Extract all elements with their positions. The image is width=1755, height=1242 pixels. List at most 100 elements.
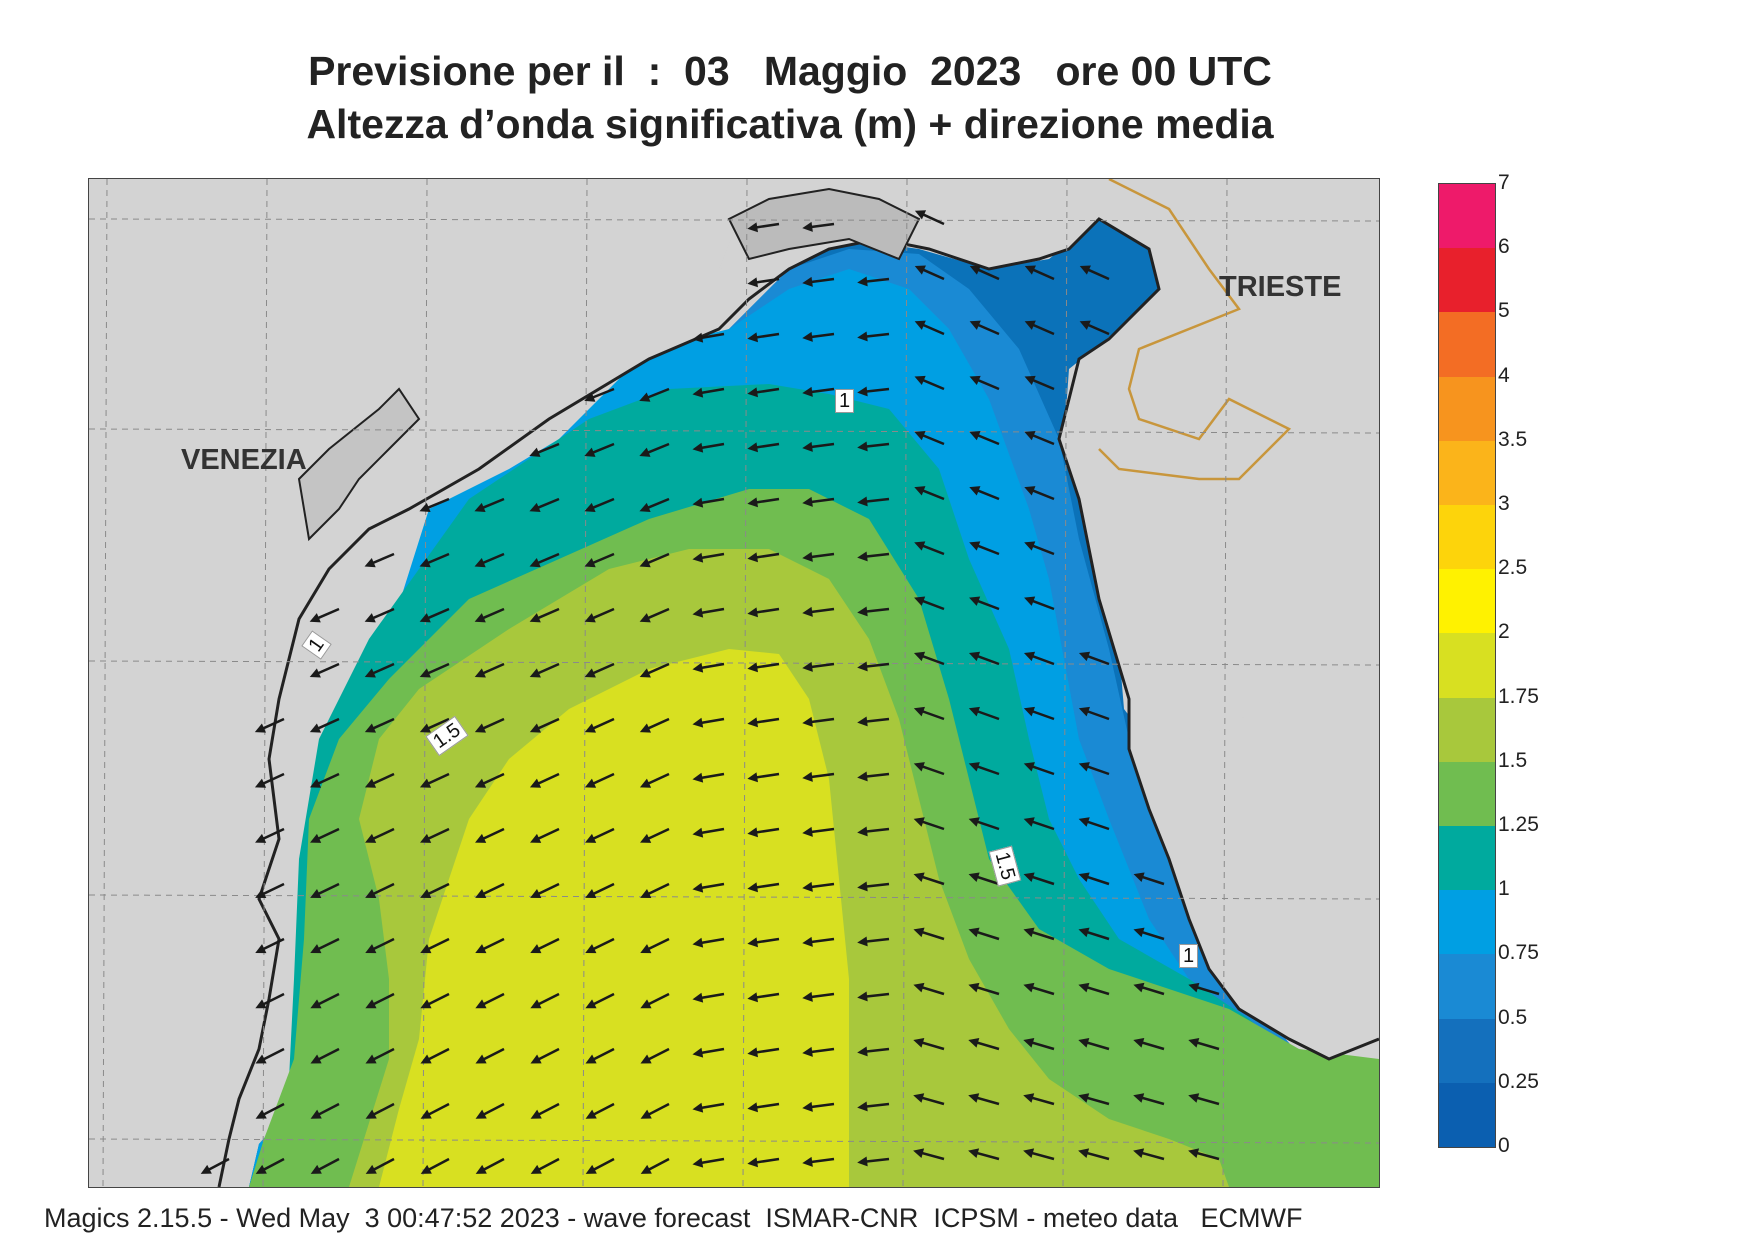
direction-arrow [260, 1157, 285, 1173]
direction-arrow [1138, 930, 1165, 941]
direction-arrow [973, 1095, 1000, 1106]
direction-arrow [480, 992, 505, 1007]
direction-arrow [259, 772, 285, 787]
direction-arrow-head [529, 778, 542, 788]
direction-arrow [1138, 1095, 1165, 1106]
direction-arrow-head [254, 723, 267, 733]
direction-arrow-head [747, 222, 758, 233]
direction-arrow [919, 377, 945, 391]
direction-arrow [698, 1047, 725, 1055]
direction-arrow [590, 1102, 615, 1118]
map-canvas [89, 179, 1379, 1187]
direction-arrow-head [309, 723, 322, 733]
direction-arrow [1084, 764, 1110, 776]
direction-arrow-head [802, 1156, 813, 1167]
direction-arrow-head [529, 557, 541, 568]
direction-arrow [753, 552, 780, 560]
direction-arrow-head [914, 596, 926, 606]
direction-arrow-head [639, 447, 651, 457]
direction-arrow [919, 212, 945, 226]
direction-arrow-head [309, 668, 321, 678]
direction-arrow-head [802, 606, 813, 617]
direction-arrow-head [639, 392, 651, 402]
direction-arrow-head [968, 706, 980, 717]
direction-arrow [1029, 322, 1055, 336]
direction-arrow-head [475, 833, 487, 843]
direction-arrow-head [802, 441, 813, 452]
direction-arrow-head [364, 557, 376, 568]
direction-arrow-head [584, 447, 596, 457]
direction-arrow-head [913, 982, 925, 993]
direction-arrow-head [310, 999, 322, 1009]
direction-arrow [480, 1102, 505, 1118]
direction-arrow-head [640, 1109, 652, 1119]
direction-arrow-head [530, 833, 542, 843]
direction-arrow [424, 607, 450, 621]
direction-arrow [534, 552, 560, 566]
legend-swatch [1439, 761, 1495, 827]
direction-arrow [589, 552, 615, 566]
direction-arrow-head [692, 882, 704, 893]
direction-arrow [479, 717, 505, 731]
legend-swatch [1439, 826, 1495, 891]
direction-arrow [589, 607, 615, 621]
direction-arrow-head [857, 441, 868, 452]
direction-arrow [424, 827, 450, 842]
direction-arrow [698, 332, 725, 340]
direction-arrow-head [857, 606, 868, 617]
direction-arrow [974, 377, 1000, 391]
direction-arrow-head [530, 1164, 542, 1174]
direction-arrow-head [747, 552, 758, 563]
direction-arrow [1028, 819, 1055, 831]
direction-arrow-head [968, 982, 980, 993]
direction-arrow-head [640, 999, 652, 1009]
direction-arrow-head [1188, 1093, 1200, 1103]
legend-swatch [1439, 633, 1495, 699]
direction-arrow [1029, 653, 1055, 666]
direction-arrow [1029, 432, 1055, 446]
direction-arrow-head [640, 888, 652, 899]
direction-arrow-head [914, 541, 926, 551]
direction-arrow [863, 882, 890, 889]
direction-arrow-head [913, 1093, 925, 1103]
direction-arrow [919, 267, 945, 281]
direction-arrow-head [914, 265, 926, 275]
direction-arrow [1083, 1095, 1110, 1106]
legend-tick-label: 6 [1498, 235, 1510, 259]
direction-arrow-head [475, 1054, 487, 1064]
direction-arrow-head [857, 1156, 868, 1167]
direction-arrow [259, 717, 285, 731]
direction-arrow-head [309, 613, 321, 623]
direction-arrow-head [802, 221, 813, 232]
direction-arrow-head [1079, 265, 1091, 275]
direction-arrow [1138, 874, 1165, 886]
direction-arrow [315, 992, 340, 1007]
direction-arrow-head [914, 486, 926, 496]
direction-arrow [479, 662, 505, 676]
direction-arrow [919, 543, 945, 556]
direction-arrow-head [255, 999, 267, 1009]
direction-arrow-head [1078, 1148, 1090, 1159]
direction-arrow [918, 1040, 945, 1051]
direction-arrow [315, 1047, 340, 1062]
direction-arrow [315, 1157, 340, 1173]
direction-arrow-head [1024, 320, 1036, 330]
direction-arrow [370, 1102, 395, 1118]
direction-arrow [698, 937, 725, 945]
direction-arrow-head [802, 276, 813, 287]
direction-arrow-head [747, 387, 758, 398]
direction-arrow [369, 827, 395, 842]
direction-arrow [260, 937, 285, 952]
direction-arrow-head [1133, 1148, 1145, 1159]
direction-arrow [589, 497, 615, 511]
legend-swatch [1439, 505, 1495, 570]
direction-arrow-head [802, 551, 813, 562]
direction-arrow [535, 1102, 560, 1118]
direction-arrow [918, 930, 945, 941]
national-border [1098, 179, 1292, 481]
legend-tick-label: 3 [1498, 492, 1510, 515]
direction-arrow-head [857, 1046, 868, 1057]
direction-arrow [259, 827, 285, 842]
direction-arrow-head [692, 1047, 704, 1058]
direction-arrow-head [747, 717, 758, 728]
